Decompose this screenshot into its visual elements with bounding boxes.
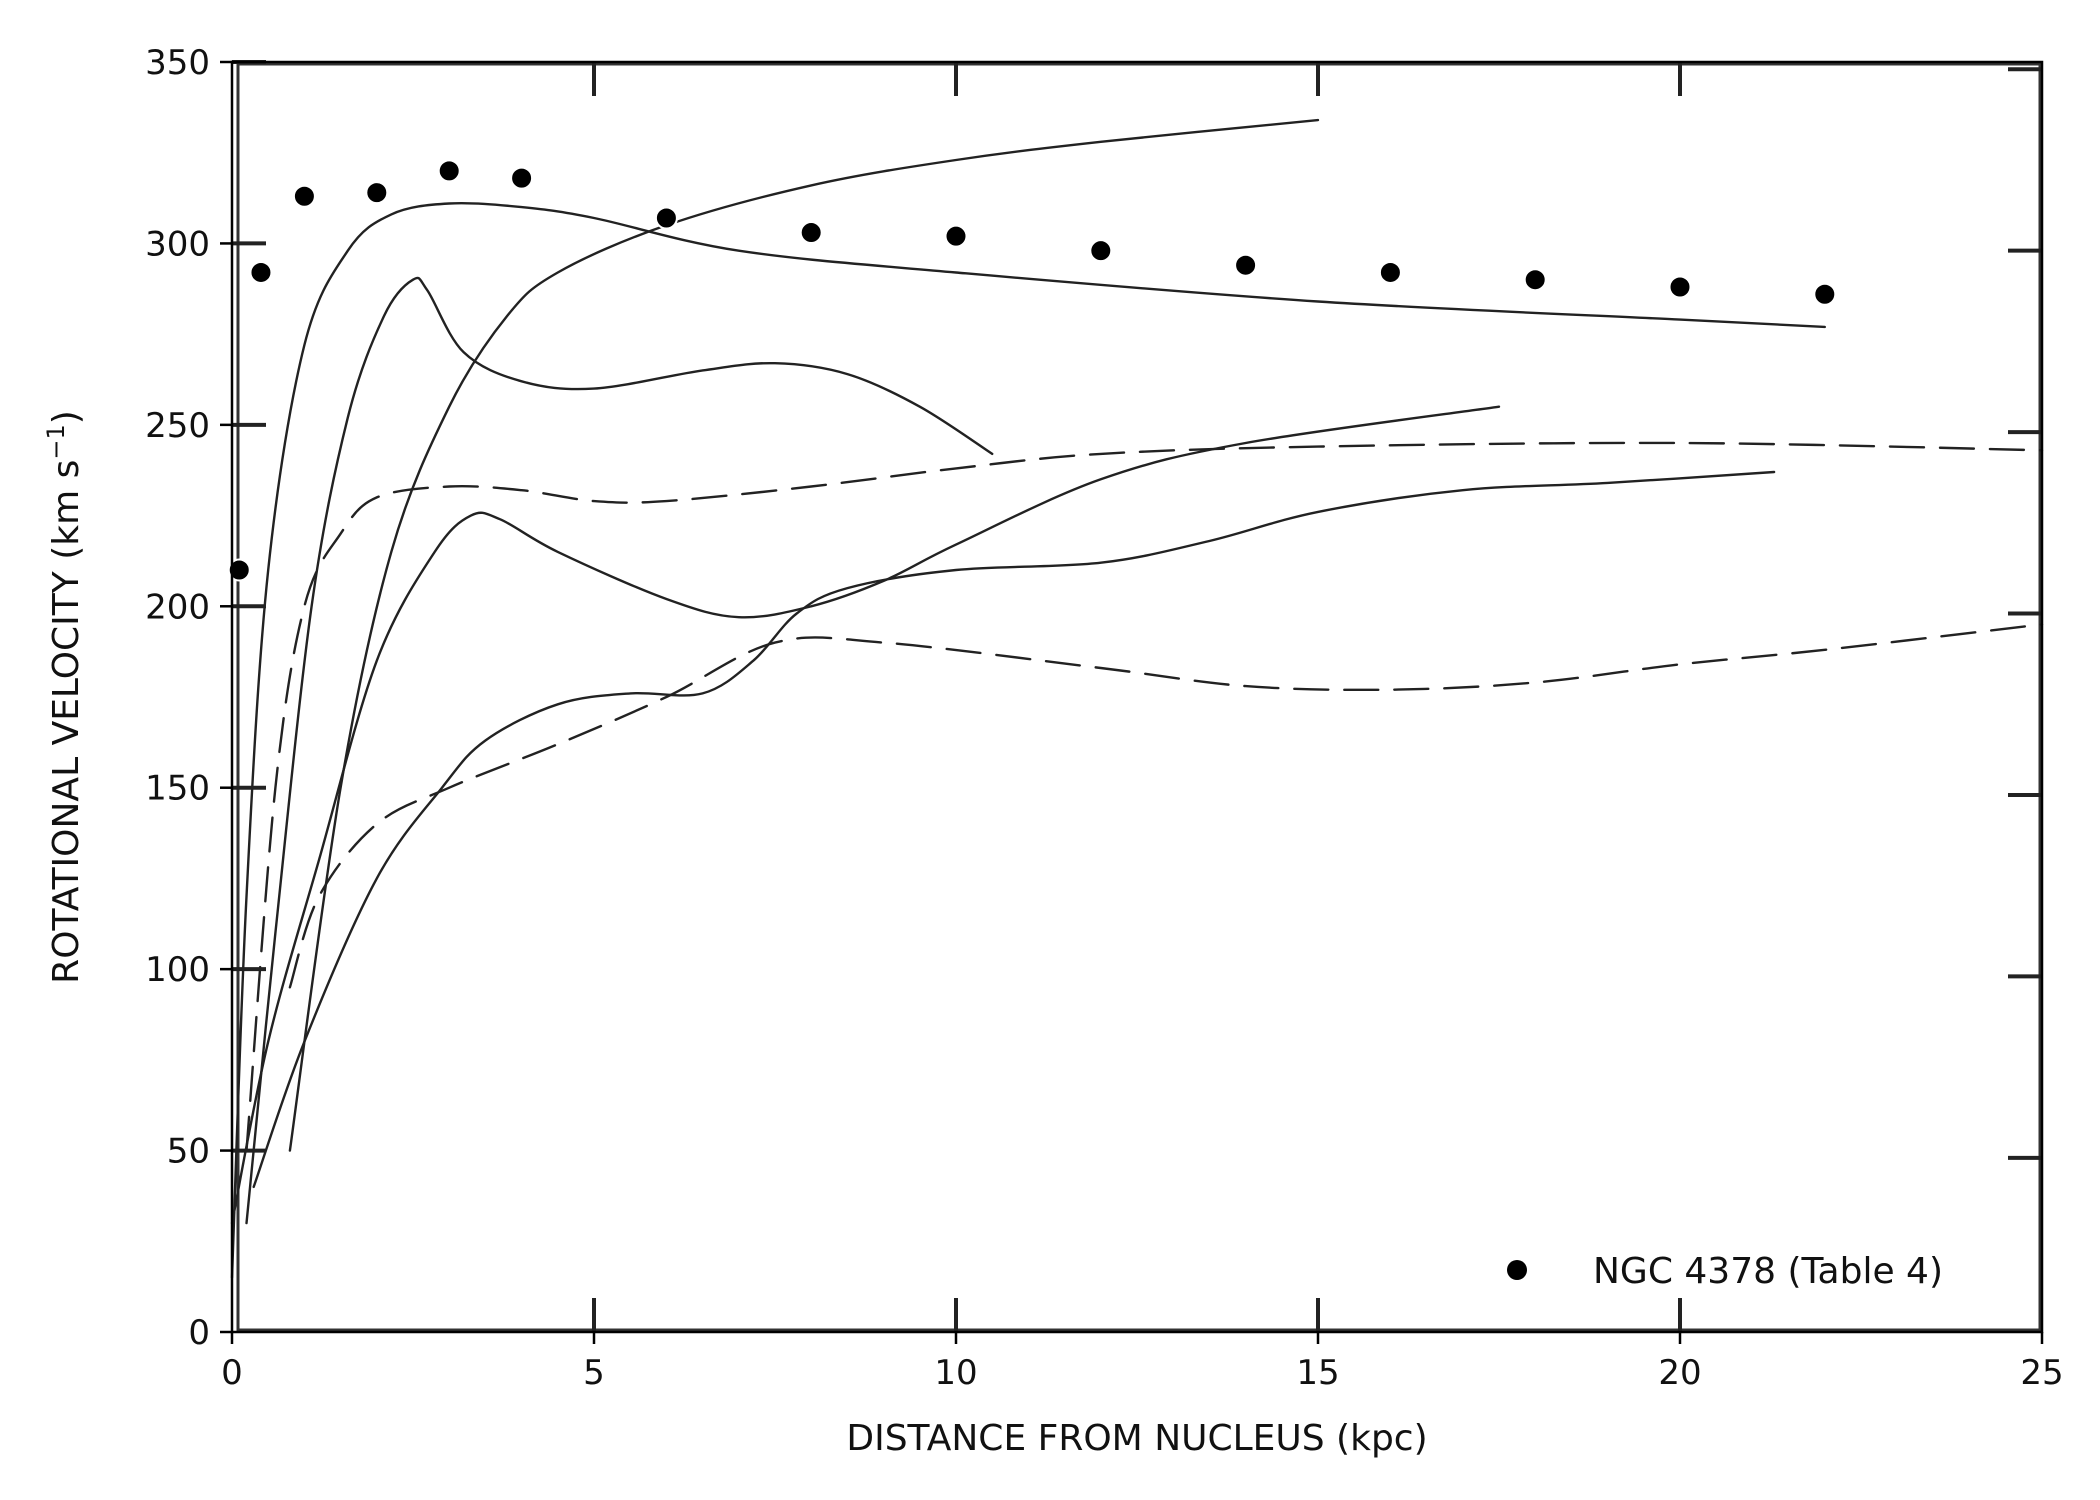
- data-point: [1813, 282, 1837, 306]
- legend: NGC 4378 (Table 4): [1507, 1251, 1943, 1292]
- x-tick-label: 5: [583, 1353, 605, 1393]
- rotation-curves: [230, 118, 2044, 1279]
- data-point: [292, 184, 316, 208]
- y-axis-title-superscript: −1: [42, 424, 70, 459]
- y-tick-label: 50: [167, 1132, 210, 1172]
- y-tick-label: 300: [145, 224, 210, 264]
- y-tick-label: 100: [145, 950, 210, 990]
- x-tick-label: 15: [1296, 1353, 1339, 1393]
- data-point: [227, 558, 251, 582]
- rotation-curve-6-dashed: [245, 441, 2044, 1152]
- scan-frame: [236, 62, 2042, 1332]
- data-point: [1234, 253, 1258, 277]
- data-point: [1089, 239, 1113, 263]
- data-point: [654, 206, 678, 230]
- x-tick-label: 10: [934, 1353, 977, 1393]
- y-tick-label: 0: [188, 1313, 210, 1353]
- data-point: [799, 221, 823, 245]
- data-point: [1378, 260, 1402, 284]
- data-point: [365, 181, 389, 205]
- x-tick-label: 25: [2020, 1353, 2063, 1393]
- rotation-curve-7-dashed: [288, 623, 2044, 989]
- axes-frame: [230, 60, 2044, 1334]
- rotation-curve-2-solid: [245, 276, 994, 1225]
- data-point: [437, 159, 461, 183]
- x-axis-title: DISTANCE FROM NUCLEUS (kpc): [846, 1418, 1427, 1459]
- y-tick-label: 350: [145, 43, 210, 83]
- x-tick-label: 20: [1658, 1353, 1701, 1393]
- data-point: [944, 224, 968, 248]
- ngc4378-data-points: [227, 159, 1837, 582]
- plot-area: [232, 60, 2042, 1332]
- y-tick-label: 200: [145, 587, 210, 627]
- rotation-curve-4-solid: [230, 405, 1501, 1225]
- y-tick-label: 250: [145, 406, 210, 446]
- rotation-curve-3-solid: [288, 118, 1320, 1152]
- legend-marker: [1507, 1260, 1527, 1280]
- y-axis-title-close: ): [46, 410, 87, 424]
- data-point: [1523, 268, 1547, 292]
- data-point: [510, 166, 534, 190]
- y-axis-title: ROTATIONAL VELOCITY (km s−1): [42, 410, 87, 984]
- y-axis-title-main: ROTATIONAL VELOCITY (km s: [46, 460, 87, 984]
- legend-label: NGC 4378 (Table 4): [1593, 1251, 1943, 1292]
- y-tick-label: 150: [145, 769, 210, 809]
- rotation-curve-1-solid: [230, 201, 1826, 1279]
- data-point: [1668, 275, 1692, 299]
- data-point: [249, 260, 273, 284]
- x-tick-label: 0: [221, 1353, 243, 1393]
- rotation-curve-5-solid: [252, 470, 1776, 1189]
